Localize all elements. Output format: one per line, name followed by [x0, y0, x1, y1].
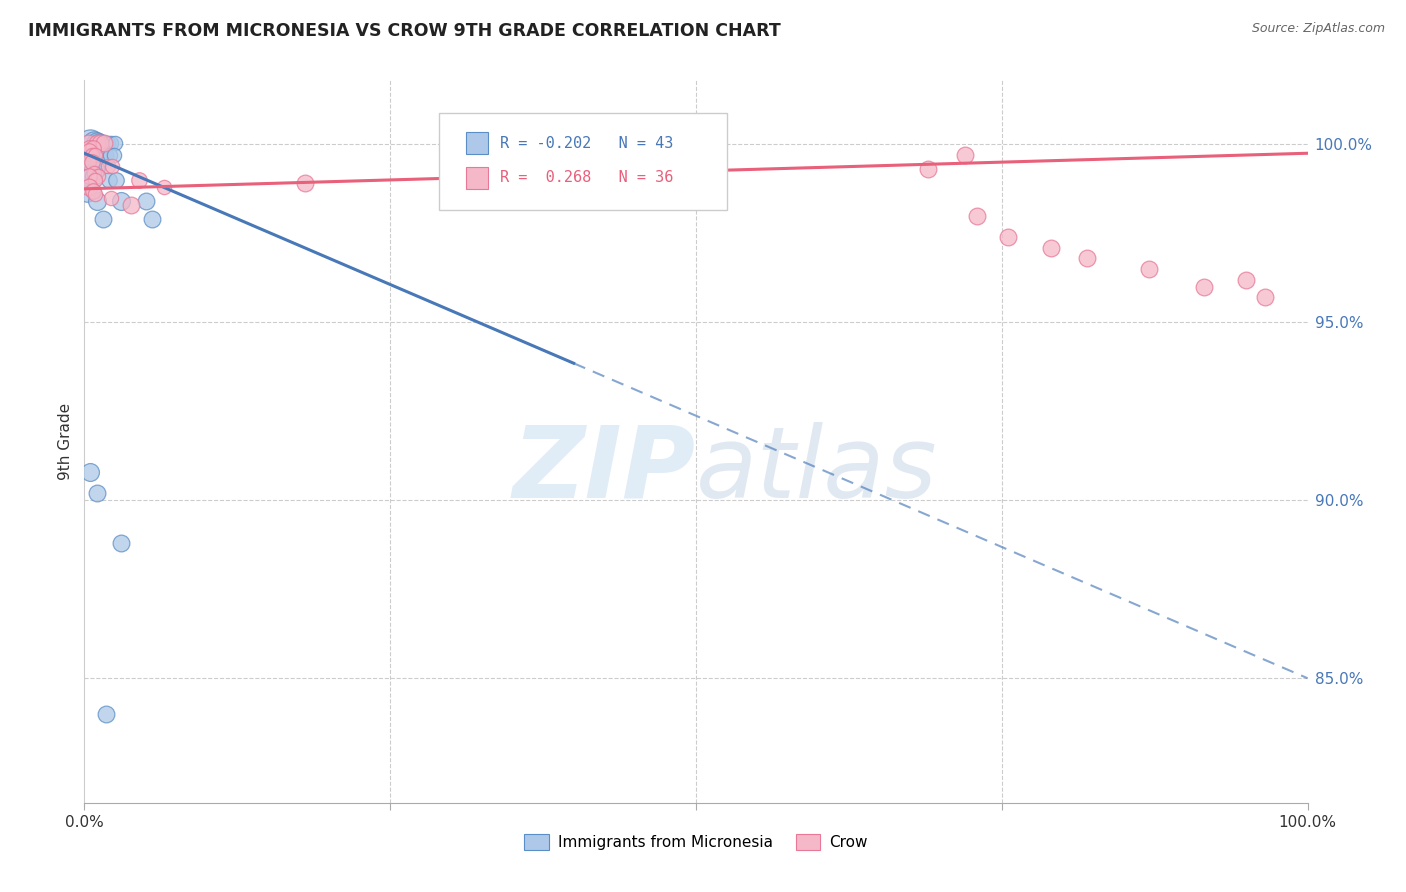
Point [110, 194, 132, 209]
Point [83, 173, 105, 187]
Point [1076, 252, 1098, 266]
Point [120, 198, 142, 212]
Point [100, 136, 122, 150]
Legend: Immigrants from Micronesia, Crow: Immigrants from Micronesia, Crow [517, 829, 875, 856]
Point [91, 212, 114, 227]
Point [77, 145, 100, 159]
Point [84, 148, 107, 162]
Point [87, 159, 110, 173]
Point [84, 159, 107, 173]
Point [917, 162, 939, 177]
Point [84, 148, 107, 162]
Point [86, 136, 108, 150]
Point [84, 173, 107, 187]
Point [1039, 241, 1062, 255]
Point [100, 191, 122, 205]
Point [83, 136, 105, 150]
FancyBboxPatch shape [465, 167, 488, 189]
Point [104, 136, 127, 150]
Text: atlas: atlas [696, 422, 938, 519]
Point [87, 169, 110, 184]
Point [82, 155, 104, 169]
FancyBboxPatch shape [465, 132, 488, 154]
Point [76, 187, 98, 202]
Point [79, 145, 101, 159]
Point [77, 169, 100, 184]
Point [79, 465, 101, 479]
Point [80, 155, 103, 169]
Point [80, 148, 103, 162]
Text: R =  0.268   N = 36: R = 0.268 N = 36 [501, 170, 673, 186]
Point [93, 136, 115, 150]
Point [97, 173, 120, 187]
Point [128, 173, 150, 187]
Point [82, 141, 104, 155]
Point [1192, 279, 1215, 293]
Point [84, 187, 107, 202]
Point [77, 136, 100, 150]
Point [1137, 261, 1160, 276]
Point [464, 166, 486, 180]
Point [96, 148, 118, 162]
Point [86, 136, 108, 150]
Point [82, 184, 104, 198]
FancyBboxPatch shape [439, 112, 727, 211]
Point [105, 173, 128, 187]
Point [1254, 290, 1277, 304]
Text: IMMIGRANTS FROM MICRONESIA VS CROW 9TH GRADE CORRELATION CHART: IMMIGRANTS FROM MICRONESIA VS CROW 9TH G… [28, 22, 780, 40]
Point [77, 180, 100, 194]
Text: Source: ZipAtlas.com: Source: ZipAtlas.com [1251, 22, 1385, 36]
Point [97, 136, 120, 150]
Point [93, 136, 115, 150]
Point [77, 180, 100, 194]
Point [1236, 272, 1258, 286]
Point [76, 169, 98, 184]
Point [141, 212, 163, 227]
Point [80, 169, 103, 184]
Point [87, 136, 110, 150]
Point [77, 141, 100, 155]
Point [96, 706, 118, 721]
Point [103, 148, 125, 162]
Point [82, 166, 104, 180]
Point [153, 180, 176, 194]
Point [77, 169, 100, 184]
Point [97, 159, 120, 173]
Point [110, 536, 132, 550]
Text: ZIP: ZIP [513, 422, 696, 519]
Point [86, 194, 108, 209]
Point [953, 148, 976, 162]
Point [82, 184, 104, 198]
Point [82, 148, 104, 162]
Point [294, 177, 316, 191]
Point [79, 155, 101, 169]
Point [966, 209, 988, 223]
Point [98, 148, 121, 162]
Text: R = -0.202   N = 43: R = -0.202 N = 43 [501, 136, 673, 151]
Point [89, 136, 111, 150]
Point [90, 136, 112, 150]
Point [87, 148, 110, 162]
Point [79, 166, 101, 180]
Point [135, 194, 157, 209]
Point [101, 159, 124, 173]
Y-axis label: 9th Grade: 9th Grade [58, 403, 73, 480]
Point [77, 155, 100, 169]
Point [79, 136, 101, 150]
Point [997, 230, 1019, 244]
Point [77, 162, 100, 177]
Point [77, 152, 100, 166]
Point [83, 166, 105, 180]
Point [86, 486, 108, 500]
Point [91, 148, 114, 162]
